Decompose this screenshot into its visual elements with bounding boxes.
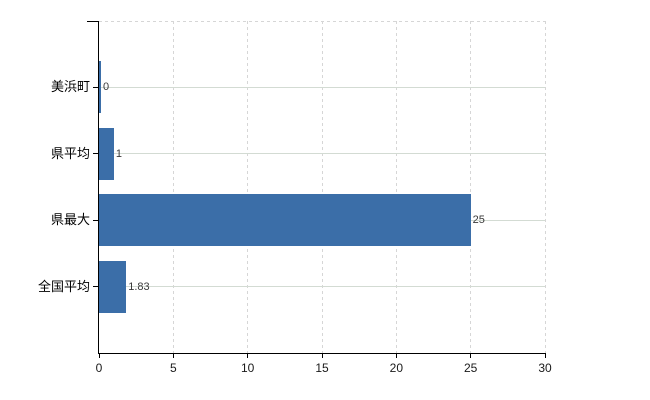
x-tick-mark — [321, 353, 323, 358]
x-tick-label: 0 — [95, 361, 103, 375]
bar — [99, 260, 127, 313]
x-tick-mark — [544, 353, 546, 358]
bar-value-label: 25 — [472, 214, 485, 227]
bar — [99, 61, 101, 114]
x-tick-mark — [172, 353, 174, 358]
x-tick-mark — [247, 353, 249, 358]
category-label: 県平均 — [50, 145, 90, 161]
category-label: 県最大 — [50, 212, 90, 228]
x-tick-mark — [395, 353, 397, 358]
x-tick-label: 5 — [169, 361, 177, 375]
category-label: 全国平均 — [37, 278, 90, 294]
y-axis-line — [98, 21, 99, 353]
x-gridline — [247, 21, 249, 353]
category-label: 美浜町 — [50, 79, 90, 95]
x-gridline — [395, 21, 397, 353]
y-tick-mark — [93, 286, 98, 288]
x-tick-mark — [470, 353, 472, 358]
bar-value-label: 0 — [103, 81, 110, 94]
category-gridline — [99, 286, 545, 288]
y-tick-mark — [93, 219, 98, 221]
category-gridline — [99, 153, 545, 155]
bar — [99, 194, 471, 247]
y-tick-mark — [93, 86, 98, 88]
category-gridline — [99, 86, 545, 88]
x-tick-label: 15 — [315, 361, 329, 375]
x-tick-label: 10 — [240, 361, 255, 375]
x-gridline — [321, 21, 323, 353]
x-tick-label: 20 — [389, 361, 403, 375]
bar — [99, 127, 114, 180]
y-axis-top-cap-tick — [87, 21, 99, 22]
x-tick-label: 25 — [463, 361, 478, 375]
x-gridline — [172, 21, 174, 353]
y-tick-mark — [93, 153, 98, 155]
bar-value-label: 1.83 — [128, 280, 150, 293]
bar-value-label: 1 — [115, 147, 122, 160]
x-tick-label: 30 — [538, 361, 552, 375]
x-tick-mark — [98, 353, 100, 358]
x-gridline — [544, 21, 546, 353]
x-gridline — [470, 21, 472, 353]
